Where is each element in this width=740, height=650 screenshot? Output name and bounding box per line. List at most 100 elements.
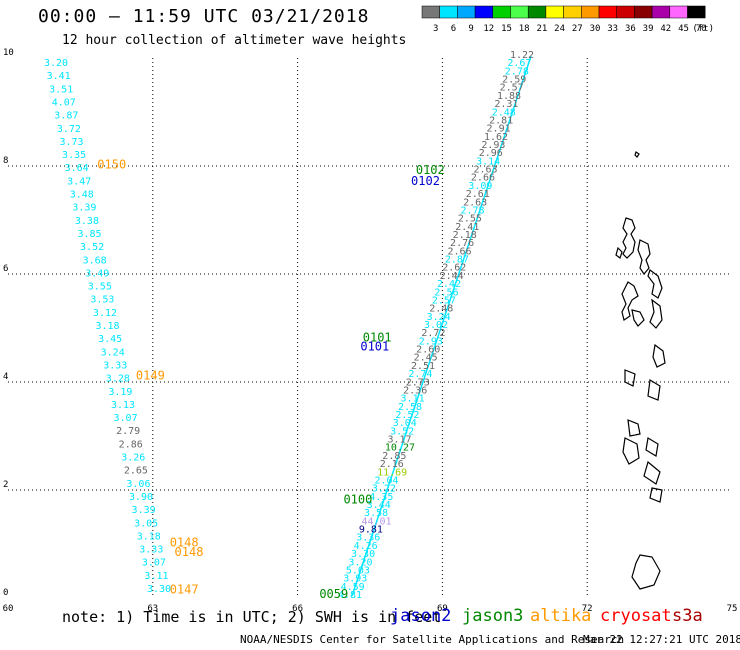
island-outline <box>622 217 636 259</box>
swh-value-label: 2.65 <box>124 466 148 477</box>
pass-time-label: 0102 <box>416 163 445 177</box>
swh-value-label: 2.76 <box>450 238 474 249</box>
swh-value-label: 2.62 <box>442 263 466 274</box>
swh-value-label: 3.14 <box>476 156 500 167</box>
swh-value-label: 3.30 <box>147 584 171 595</box>
legend-swatch <box>457 5 476 19</box>
swh-value-label: 2.57 <box>432 295 456 306</box>
swh-value-label: 3.33 <box>139 545 163 556</box>
legend-swatch <box>669 5 688 19</box>
legend-cryosat: cryosat <box>600 606 672 626</box>
swh-value-label: 3.58 <box>364 508 388 519</box>
x-tick-label: 72 <box>582 604 593 614</box>
swh-value-label: 3.18 <box>137 531 161 542</box>
swh-value-label: 2.48 <box>429 304 453 315</box>
swh-value-label: 3.51 <box>49 84 73 95</box>
swh-value-label: 2.16 <box>380 459 404 470</box>
pass-time-label: 0102 <box>411 174 440 188</box>
swh-value-label: 2.93 <box>419 336 443 347</box>
swh-value-label: 3.52 <box>80 242 104 253</box>
swh-value-label: 3.30 <box>351 549 375 560</box>
legend-swatch <box>439 5 458 19</box>
swh-value-label: 2.96 <box>479 148 503 159</box>
legend-tick-label: 45 <box>678 24 689 34</box>
swh-value-label: 3.52 <box>390 426 414 437</box>
swh-value-label: 3.48 <box>70 190 94 201</box>
swh-value-label: 4.26 <box>354 541 378 552</box>
swh-value-label: 3.45 <box>98 334 122 345</box>
swh-value-label: 3.33 <box>103 360 127 371</box>
legend-jason3: jason3 <box>462 606 524 626</box>
y-tick-label: 2 <box>3 480 8 490</box>
swh-value-label: 11.69 <box>377 467 407 478</box>
legend-swatch <box>527 5 547 19</box>
swh-value-label: 3.35 <box>62 150 86 161</box>
swh-value-label: 3.18 <box>96 321 120 332</box>
swh-value-label: 3.90 <box>129 492 153 503</box>
swh-value-label: 3.19 <box>108 387 132 398</box>
legend-swatch <box>563 5 582 19</box>
swh-value-label: 3.73 <box>59 137 83 148</box>
island-outline <box>637 239 651 276</box>
legend-swatch <box>616 5 635 19</box>
swh-value-label: 10.27 <box>385 443 415 454</box>
swh-value-label: 3.20 <box>348 557 372 568</box>
swh-value-label: 3.28 <box>106 374 130 385</box>
y-tick-label: 0 <box>3 588 8 598</box>
swh-value-label: 3.04 <box>393 418 417 429</box>
swh-value-label: 3.17 <box>388 435 412 446</box>
swh-value-label: 3.36 <box>356 533 380 544</box>
swh-value-label: 3.53 <box>90 295 114 306</box>
x-tick-label: 63 <box>147 604 158 614</box>
swh-value-label: 2.73 <box>406 377 430 388</box>
swh-value-label: 2.66 <box>471 173 495 184</box>
island-outline <box>615 246 623 259</box>
swh-value-label: 3.47 <box>67 176 91 187</box>
swh-value-label: 3.05 <box>134 518 158 529</box>
swh-value-label: 2.63 <box>474 165 498 176</box>
satellite-ground-track <box>351 55 532 597</box>
swh-value-label: 2.66 <box>447 246 471 257</box>
footer-note: note: 1) Time is in UTC; 2) SWH is in fe… <box>62 608 442 626</box>
legend-tick-label: 33 <box>607 24 618 34</box>
swh-value-label: 3.64 <box>65 163 89 174</box>
swh-value-label: 3.93 <box>343 574 367 585</box>
swh-value-label: 2.44 <box>440 271 464 282</box>
page-subtitle: 12 hour collection of altimeter wave hei… <box>62 33 407 48</box>
swh-value-label: 2.78 <box>460 205 484 216</box>
legend-swatch <box>651 5 671 19</box>
swh-value-label: 3.11 <box>401 394 425 405</box>
legend-tick-label: 9 <box>468 24 473 34</box>
color-scale-legend: 3 6 9 12 15 18 21 24 27 30 33 36 39 42 45 70(ft) <box>421 5 714 34</box>
swh-value-label: 3.39 <box>72 203 96 214</box>
pass-time-label: 0150 <box>97 158 126 172</box>
island-outline <box>631 554 661 590</box>
swh-value-label: 3.24 <box>427 312 451 323</box>
swh-value-label: 3.07 <box>114 413 138 424</box>
swh-value-label: 2.78 <box>505 66 529 77</box>
swh-value-label: 2.56 <box>434 287 458 298</box>
swh-value-label: 2.85 <box>382 451 406 462</box>
pass-time-label: 0101 <box>363 331 392 345</box>
swh-value-label: 2.57 <box>500 83 524 94</box>
swh-value-label: 2.04 <box>374 475 398 486</box>
swh-value-label: 4.81 <box>338 590 362 601</box>
pass-time-label: 0147 <box>170 583 199 597</box>
legend-swatch <box>474 5 494 19</box>
legend-swatch <box>687 5 706 19</box>
pass-time-label: 0101 <box>360 340 389 354</box>
swh-value-label: 3.87 <box>54 111 78 122</box>
legend-tick-label: 6 <box>451 24 456 34</box>
swh-value-label: 2.31 <box>494 99 518 110</box>
y-tick-label: 6 <box>3 264 8 274</box>
island-outline <box>624 369 636 387</box>
legend-tick-label: 3 <box>433 24 438 34</box>
swh-value-label: 3.49 <box>85 268 109 279</box>
island-outline <box>652 343 666 368</box>
generated-timestamp: Mar 22 12:27:21 UTC 2018 <box>583 633 740 646</box>
swh-value-label: 3.41 <box>47 71 71 82</box>
pass-time-label: 0100 <box>343 493 372 507</box>
swh-value-label: 3.06 <box>126 479 150 490</box>
swh-value-label: 3.11 <box>144 571 168 582</box>
swh-value-label: 2.52 <box>395 410 419 421</box>
